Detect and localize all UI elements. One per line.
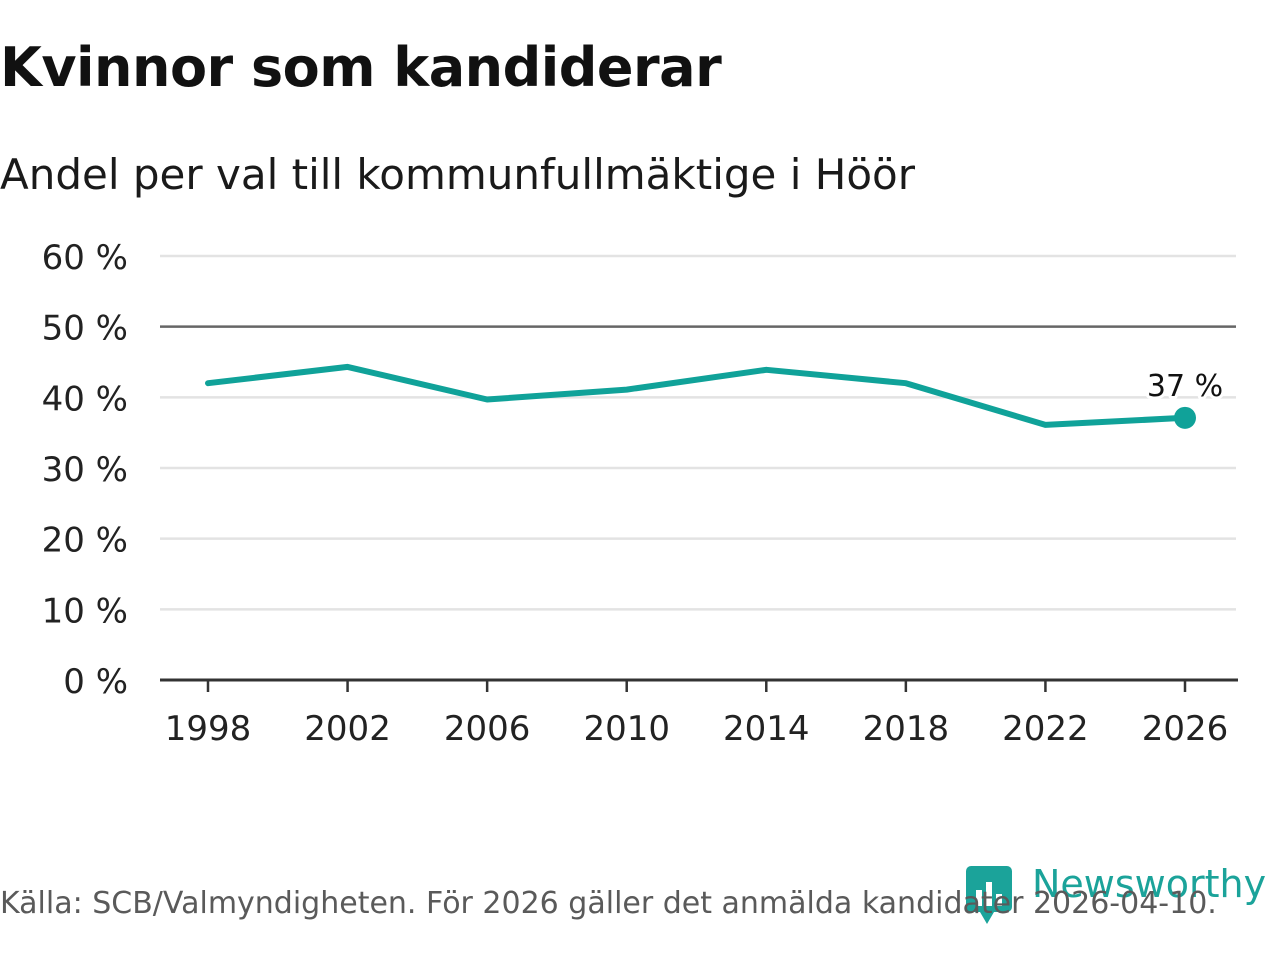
y-tick-label: 30 % <box>42 450 128 490</box>
x-tick-label: 2018 <box>863 709 950 749</box>
gridlines <box>160 254 1236 611</box>
y-tick-label: 60 % <box>42 238 128 278</box>
x-axis: 1998 2002 2006 2010 2014 2018 2022 2026 <box>160 678 1238 749</box>
y-axis-tick-labels: 0 % 10 % 20 % 30 % 40 % 50 % 60 % <box>42 238 128 702</box>
x-tick-label: 1998 <box>165 709 252 749</box>
chart-subtitle: Andel per val till kommunfullmäktige i H… <box>0 150 915 199</box>
chart-title: Kvinnor som kandiderar <box>0 36 722 99</box>
y-tick-label: 0 % <box>63 662 128 702</box>
x-tick-label: 2026 <box>1142 709 1229 749</box>
x-tick-label: 2006 <box>444 709 531 749</box>
x-tick-label: 2014 <box>723 709 810 749</box>
y-tick-label: 40 % <box>42 379 128 419</box>
data-series: 37 % <box>205 363 1226 429</box>
newsworthy-logo <box>966 866 1012 924</box>
x-tick-label: 2002 <box>304 709 391 749</box>
y-tick-label: 10 % <box>42 591 128 631</box>
x-tick-label: 2010 <box>583 709 670 749</box>
series-line <box>205 363 1188 428</box>
x-tick-label: 2022 <box>1002 709 1089 749</box>
y-tick-label: 50 % <box>42 309 128 349</box>
end-point-marker <box>1174 406 1196 429</box>
end-value-label: 37 % <box>1147 369 1223 404</box>
source-note: Källa: SCB/Valmyndigheten. För 2026 gäll… <box>0 886 1217 921</box>
brand-name: Newsworthy <box>1032 862 1267 906</box>
bar-chart-icon <box>966 866 1012 924</box>
y-tick-label: 20 % <box>42 521 128 561</box>
